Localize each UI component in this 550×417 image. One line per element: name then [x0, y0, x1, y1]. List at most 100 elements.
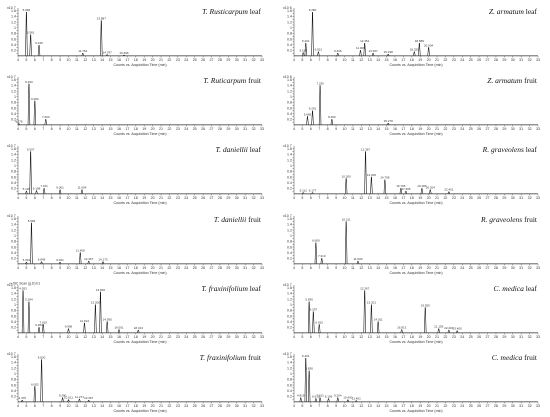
- x-tick-label: 23: [176, 196, 180, 200]
- peak: [387, 54, 390, 56]
- panel-title: Z. armatum fruit: [487, 76, 538, 85]
- y-multiplier: x10 6: [283, 75, 292, 79]
- y-tick-label: 0.4: [287, 389, 292, 393]
- x-tick-label: 28: [494, 196, 498, 200]
- x-tick-label: 9: [59, 404, 61, 408]
- x-tick-label: 25: [469, 196, 473, 200]
- peak-label: 16.001: [114, 325, 124, 329]
- chromatogram-svg: x10 7 0.2 0.4 0.60.8 1 1.21.4 1.6 4 5 6 7 8 9 10 11 12 1…: [283, 214, 540, 275]
- x-axis-label: Counts vs. Acquisition Time (min): [113, 340, 166, 344]
- x-tick-label: 30: [511, 335, 515, 339]
- peak: [299, 397, 302, 402]
- x-tick-label: 15: [385, 266, 389, 270]
- peak-label: 5.401: [302, 354, 310, 358]
- peak: [336, 52, 339, 56]
- peak: [99, 291, 102, 333]
- chromatogram-svg: x10 7 0.2 0.4 0.60.8 1 1.21.4 1.6 4 5 6 7 8 9 10 11 12 1…: [283, 283, 540, 344]
- peak: [311, 110, 314, 125]
- x-tick-label: 32: [528, 266, 532, 270]
- peak-label: 12.367: [84, 396, 94, 400]
- chromatogram-panel: x10 7 + TIC Scan (g.D) b1 0.2 0.4 0.6 0.8 1 1.2…: [6, 281, 268, 345]
- x-tick-label: 14: [100, 404, 104, 408]
- x-tick-label: 4: [293, 335, 295, 339]
- panel-title: C. medica leaf: [493, 284, 537, 293]
- peak: [447, 329, 450, 333]
- x-tick-label: 9: [335, 127, 337, 131]
- panel-title: R. graveolens leaf: [482, 145, 538, 154]
- chromatogram-svg: x10 7 0.2 0.4 0.60.8 1 1.21.4 1.6 4 5 6 7 8 9 10 11 12 1…: [7, 6, 264, 67]
- y-tick-label: 1: [14, 234, 16, 238]
- y-tick-label: 0.8: [11, 309, 16, 313]
- peak: [318, 324, 321, 333]
- y-tick-label: 0.8: [11, 378, 16, 382]
- x-tick-label: 22: [443, 335, 447, 339]
- x-tick-label: 18: [134, 127, 138, 131]
- peak-label: 5.091: [23, 258, 31, 262]
- peak: [420, 188, 424, 194]
- x-tick-label: 6: [310, 266, 312, 270]
- x-tick-label: 26: [201, 58, 205, 62]
- x-tick-label: 7: [42, 196, 44, 200]
- y-tick-label: 0.8: [287, 378, 292, 382]
- peak: [33, 386, 37, 402]
- x-tick-label: 11: [351, 335, 355, 339]
- x-tick-label: 6: [310, 127, 312, 131]
- x-tick-label: 33: [536, 266, 540, 270]
- peak: [302, 52, 305, 56]
- peak-label: 6.291: [309, 107, 317, 111]
- x-tick-label: 24: [460, 335, 464, 339]
- peak-label: 11.600: [353, 257, 362, 261]
- x-tick-label: 11: [351, 266, 355, 270]
- x-tick-label: 25: [193, 127, 197, 131]
- panel-title-species: T. fraxinifolium: [201, 284, 248, 293]
- x-tick-label: 23: [176, 127, 180, 131]
- y-tick-label: 0.4: [11, 43, 16, 47]
- x-tick-label: 20: [427, 58, 431, 62]
- peak-label: 6.177: [309, 188, 317, 192]
- x-tick-label: 9: [59, 266, 61, 270]
- x-tick-label: 7: [42, 266, 44, 270]
- x-tick-label: 7: [42, 335, 44, 339]
- peak: [383, 179, 387, 194]
- y-tick-label: 0.4: [11, 251, 16, 255]
- x-tick-label: 26: [477, 266, 481, 270]
- x-tick-label: 21: [435, 127, 439, 131]
- y-tick-label: 1.2: [11, 297, 16, 301]
- x-tick-label: 11: [351, 58, 355, 62]
- x-tick-label: 28: [218, 58, 222, 62]
- peak-label: 9.236: [334, 49, 342, 53]
- y-tick-label: 1.2: [287, 366, 292, 370]
- panel-title-species: T. daniellii: [216, 145, 248, 154]
- peak: [330, 119, 334, 125]
- x-tick-label: 16: [393, 196, 397, 200]
- chromatogram-svg: x10 7 0.2 0.4 0.60.8 1 1.21.4 1.6 4 5 6 7 8 9 10 11 12 1…: [283, 144, 540, 205]
- x-tick-label: 4: [17, 335, 19, 339]
- x-tick-label: 18: [134, 196, 138, 200]
- x-tick-label: 26: [477, 196, 481, 200]
- x-tick-label: 6: [310, 196, 312, 200]
- peak-label: 14.595: [103, 318, 113, 322]
- peak-label: 7.101: [40, 184, 48, 188]
- peak-label: 14.173: [98, 258, 108, 262]
- x-axis-label: Counts vs. Acquisition Time (min): [113, 63, 166, 67]
- peak: [371, 52, 375, 56]
- x-tick-label: 11: [75, 266, 79, 270]
- peak-label: 8.460: [328, 115, 336, 119]
- y-tick-label: 0.6: [11, 106, 16, 110]
- x-tick-label: 23: [452, 196, 456, 200]
- peak: [359, 50, 362, 56]
- peak: [27, 301, 31, 333]
- y-tick-label: 0.2: [11, 257, 16, 261]
- y-tick-label: 1.6: [287, 147, 292, 151]
- x-tick-label: 20: [151, 404, 155, 408]
- panel-title-species: T. daniellii: [214, 215, 246, 224]
- peak-label: 7.263: [42, 115, 50, 119]
- x-tick-label: 30: [235, 335, 239, 339]
- y-tick-label: 1: [14, 372, 16, 376]
- x-tick-label: 14: [376, 58, 380, 62]
- y-tick-label: 1: [290, 372, 292, 376]
- chromatogram-panel: x10 7 0.2 0.4 0.6 0.8 1 1.2 1.4 1.6 4 5 6 7 8 9 10 11 12 1…: [282, 212, 544, 276]
- x-tick-label: 18: [134, 58, 138, 62]
- peak: [30, 222, 33, 264]
- x-tick-label: 23: [176, 335, 180, 339]
